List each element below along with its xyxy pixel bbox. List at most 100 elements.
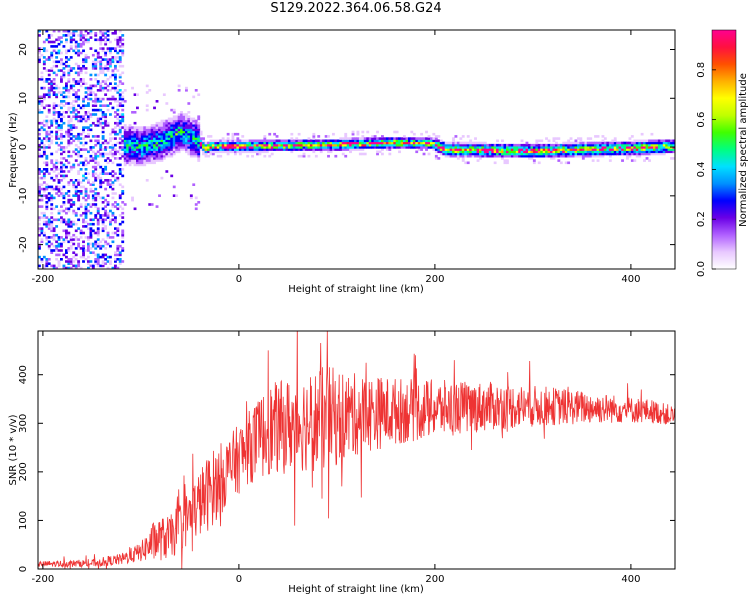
heatmap-cell	[84, 214, 88, 217]
heatmap-cell	[170, 146, 174, 149]
heatmap-cell	[50, 194, 54, 197]
heatmap-cell	[38, 222, 41, 226]
heatmap-cell	[378, 143, 382, 147]
heatmap-cell	[180, 146, 183, 149]
heatmap-cell	[581, 146, 585, 149]
heatmap-cell	[260, 148, 264, 151]
heatmap-cell	[118, 262, 122, 265]
heatmap-cell	[62, 30, 66, 33]
heatmap-cell	[589, 148, 593, 151]
heatmap-cell	[381, 148, 384, 151]
heatmap-cell	[79, 80, 83, 83]
heatmap-cell	[185, 126, 188, 129]
heatmap-cell	[148, 126, 152, 129]
heatmap-cell	[515, 152, 519, 156]
heatmap-cell	[45, 154, 49, 158]
heatmap-cell	[197, 128, 201, 132]
heatmap-cell	[427, 139, 431, 143]
heatmap-cell	[366, 146, 370, 149]
heatmap-cell	[238, 141, 242, 145]
heatmap-cell	[437, 135, 441, 138]
heatmap-cell	[221, 148, 225, 151]
heatmap-cell	[74, 194, 78, 197]
heatmap-cell	[412, 139, 416, 143]
heatmap-cell	[461, 135, 465, 138]
heatmap-cell	[140, 137, 144, 140]
heatmap-cell	[611, 139, 615, 143]
heatmap-cell	[94, 172, 98, 175]
heatmap-cell	[42, 264, 46, 268]
heatmap-cell	[486, 148, 490, 151]
heatmap-cell	[412, 141, 416, 145]
heatmap-cell	[555, 148, 558, 151]
heatmap-cell	[121, 113, 125, 116]
heatmap-cell	[194, 124, 198, 127]
heatmap-cell	[84, 53, 88, 57]
heatmap-cell	[528, 152, 531, 156]
heatmap-cell	[165, 146, 169, 149]
heatmap-cell	[442, 148, 446, 151]
heatmap-cell	[106, 97, 110, 101]
heatmap-cell	[89, 231, 93, 235]
heatmap-cell	[189, 152, 193, 156]
heatmap-cell	[158, 139, 161, 143]
heatmap-cell	[109, 64, 112, 68]
heatmap-cell	[660, 143, 664, 147]
heatmap-cell	[116, 84, 120, 88]
heatmap-cell	[79, 148, 83, 151]
heatmap-cell	[493, 154, 497, 158]
heatmap-cell	[170, 117, 174, 121]
heatmap-cell	[109, 58, 112, 61]
heatmap-cell	[60, 124, 63, 127]
heatmap-cell	[128, 135, 132, 138]
heatmap-cell	[87, 249, 90, 252]
heatmap-cell	[111, 128, 115, 132]
heatmap-cell	[89, 260, 93, 263]
heatmap-cell	[650, 141, 654, 145]
heatmap-cell	[322, 143, 326, 147]
heatmap-cell	[40, 198, 44, 202]
heatmap-cell	[420, 143, 424, 147]
heatmap-cell	[55, 176, 59, 180]
heatmap-cell	[454, 152, 458, 156]
heatmap-cell	[74, 71, 78, 75]
heatmap-cell	[608, 143, 612, 147]
heatmap-cell	[74, 95, 78, 99]
heatmap-cell	[209, 143, 213, 147]
heatmap-cell	[552, 154, 556, 158]
heatmap-cell	[111, 231, 115, 235]
heatmap-cell	[510, 154, 514, 158]
heatmap-cell	[128, 163, 132, 167]
heatmap-cell	[106, 38, 110, 42]
heatmap-cell	[52, 163, 56, 167]
heatmap-cell	[101, 218, 105, 222]
heatmap-cell	[540, 139, 544, 143]
heatmap-cell	[594, 154, 597, 158]
heatmap-cell	[559, 154, 563, 158]
heatmap-cell	[82, 82, 85, 85]
heatmap-cell	[297, 146, 301, 149]
heatmap-cell	[444, 143, 448, 147]
heatmap-cell	[77, 53, 81, 57]
heatmap-cell	[38, 102, 41, 105]
heatmap-cell	[114, 216, 117, 219]
heatmap-cell	[109, 255, 112, 259]
heatmap-cell	[38, 132, 41, 136]
heatmap-cell	[45, 264, 49, 268]
heatmap-cell	[532, 152, 536, 156]
heatmap-cell	[177, 130, 181, 134]
heatmap-cell	[38, 30, 41, 33]
heatmap-cell	[464, 150, 468, 154]
heatmap-cell	[501, 154, 504, 158]
heatmap-cell	[395, 139, 399, 143]
heatmap-cell	[42, 95, 46, 99]
heatmap-cell	[114, 78, 117, 81]
heatmap-cell	[50, 86, 54, 90]
heatmap-cell	[613, 139, 617, 143]
heatmap-cell	[87, 209, 90, 213]
heatmap-cell	[452, 137, 455, 140]
heatmap-cell	[131, 157, 134, 160]
heatmap-cell	[82, 247, 85, 250]
heatmap-cell	[38, 95, 41, 99]
heatmap-cell	[630, 141, 634, 145]
